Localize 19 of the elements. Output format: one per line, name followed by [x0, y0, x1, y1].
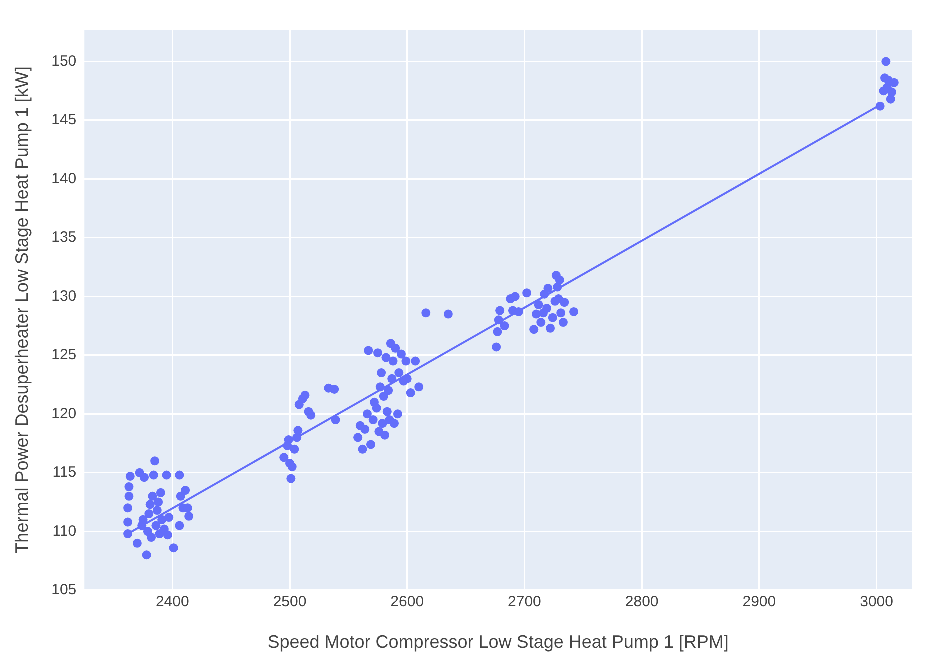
x-tick-label: 2400: [156, 594, 190, 611]
y-tick-label: 145: [52, 112, 77, 129]
y-tick-label: 140: [52, 170, 77, 188]
y-tick-label: 125: [52, 346, 77, 364]
x-tick-label: 2500: [273, 594, 307, 611]
x-tick-label: 2800: [625, 594, 659, 611]
y-axis-title: Thermal Power Desuperheater Low Stage Heat Pump 1 [kW]: [12, 66, 32, 554]
x-tick-label: 2600: [390, 594, 424, 611]
x-tick-label: 3000: [860, 594, 894, 611]
y-tick-label: 110: [52, 522, 77, 540]
y-tick-label: 105: [52, 582, 77, 599]
y-tick-label: 130: [52, 288, 77, 305]
x-tick-label: 2700: [508, 594, 542, 611]
y-tick-label: 120: [52, 405, 77, 422]
y-tick-label: 150: [52, 52, 77, 70]
y-tick-label: 135: [52, 229, 77, 246]
y-tick-label: 115: [52, 464, 77, 482]
x-axis-title: Speed Motor Compressor Low Stage Heat Pump 1 [RPM]: [268, 632, 729, 652]
x-tick-label: 2900: [742, 594, 776, 611]
